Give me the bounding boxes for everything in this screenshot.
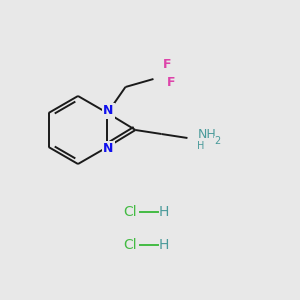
Text: H: H <box>159 238 169 252</box>
Text: 2: 2 <box>214 136 221 146</box>
Text: H: H <box>197 141 204 151</box>
Text: H: H <box>159 205 169 219</box>
Text: F: F <box>167 76 176 89</box>
Text: Cl: Cl <box>123 205 137 219</box>
Text: N: N <box>103 142 114 155</box>
Text: NH: NH <box>197 128 216 142</box>
Text: N: N <box>103 104 114 118</box>
Text: F: F <box>163 58 172 71</box>
Text: Cl: Cl <box>123 238 137 252</box>
